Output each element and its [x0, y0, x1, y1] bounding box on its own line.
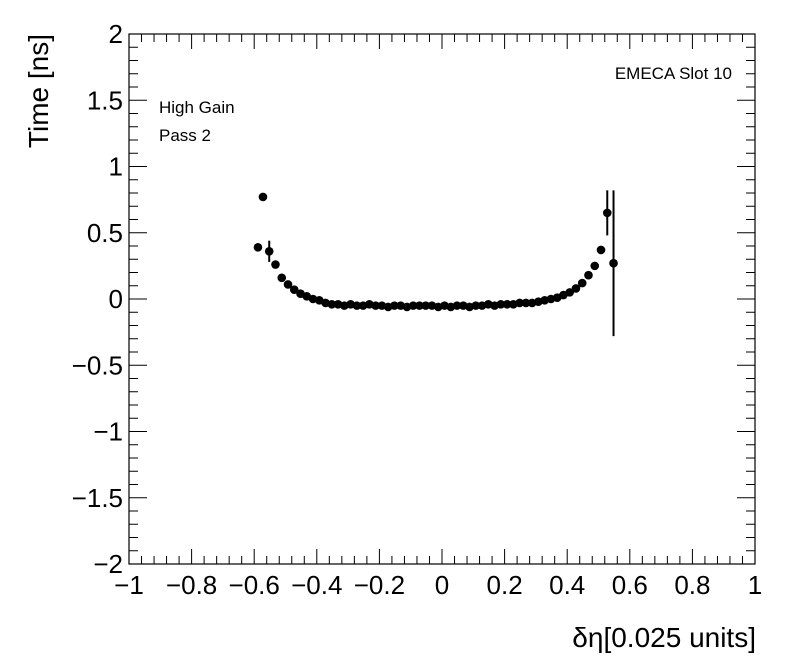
data-point — [609, 258, 618, 268]
data-point — [584, 270, 593, 280]
data-points — [253, 190, 618, 337]
data-point — [521, 298, 531, 308]
data-point — [471, 301, 481, 310]
data-point — [577, 278, 587, 288]
x-tick-label: −0.6 — [229, 570, 280, 600]
data-point — [258, 192, 268, 202]
data-point — [289, 285, 299, 295]
axis-tick-labels: −1 −0.8 −0.6 −0.4 −0.2 0 0.2 0.4 0.6 0.8 1 2 1.5 1 0.5… — [72, 19, 763, 600]
data-point — [602, 208, 612, 218]
x-tick-label: −0.8 — [166, 570, 217, 600]
x-axis-title: δη[0.025 units] — [572, 622, 756, 653]
y-axis-title: Time [ns] — [23, 34, 54, 148]
data-point — [352, 301, 362, 310]
data-point — [515, 298, 524, 308]
data-point — [421, 301, 431, 310]
data-point — [571, 284, 581, 293]
y-tick-label: 0.5 — [87, 218, 123, 248]
x-tick-label: −1 — [114, 570, 144, 600]
data-point — [253, 243, 263, 252]
y-tick-label: −2 — [93, 549, 123, 579]
slot-annotation: EMECA Slot 10 — [615, 64, 732, 83]
data-point — [496, 300, 506, 309]
x-tick-label: 0.8 — [674, 570, 710, 600]
y-tick-label: 1 — [109, 152, 123, 182]
y-tick-label: 1.5 — [87, 85, 123, 115]
y-tick-label: 2 — [109, 19, 123, 49]
data-point — [502, 300, 512, 309]
x-tick-label: 0.2 — [487, 570, 523, 600]
x-tick-label: 0 — [435, 570, 449, 600]
x-tick-label: −0.2 — [354, 570, 405, 600]
data-point — [390, 301, 399, 310]
data-point — [283, 280, 293, 289]
x-tick-label: −0.4 — [291, 570, 342, 600]
gain-annotation: High Gain — [159, 98, 235, 117]
axis-ticks — [128, 33, 756, 565]
pass-annotation: Pass 2 — [159, 126, 211, 145]
y-tick-label: −1.5 — [72, 483, 123, 513]
data-point — [371, 301, 380, 310]
data-point — [264, 247, 274, 256]
data-point — [271, 260, 280, 269]
data-point — [596, 245, 606, 255]
y-tick-label: −1 — [93, 417, 123, 447]
data-point — [408, 301, 418, 310]
x-tick-label: 0.6 — [612, 570, 648, 600]
y-tick-label: 0 — [109, 284, 123, 314]
x-tick-label: 0.4 — [549, 570, 585, 600]
data-point — [590, 261, 600, 271]
y-tick-label: −0.5 — [72, 350, 123, 380]
data-point — [452, 301, 462, 310]
data-point — [415, 301, 424, 310]
data-point — [277, 273, 287, 283]
x-tick-label: 1 — [748, 570, 762, 600]
data-point — [327, 300, 337, 309]
plot-frame — [128, 33, 756, 565]
data-point — [565, 288, 575, 297]
